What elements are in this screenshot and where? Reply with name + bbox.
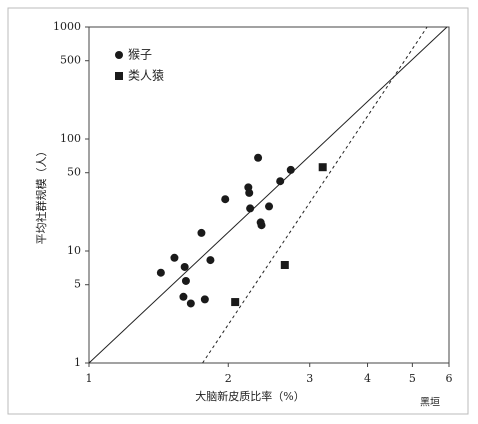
y-tick-label: 5 <box>74 278 81 291</box>
x-tick-label: 2 <box>225 372 232 385</box>
circle-point <box>265 202 274 211</box>
x-tick-label: 5 <box>409 372 416 385</box>
y-tick-label: 100 <box>60 132 81 145</box>
x-tick-label: 3 <box>306 372 313 385</box>
y-tick-label: 50 <box>67 166 81 179</box>
circle-point <box>115 51 123 59</box>
circle-point <box>276 177 285 186</box>
circle-point <box>180 262 189 271</box>
y-tick-label: 500 <box>60 54 81 67</box>
y-tick-label: 1000 <box>53 20 81 33</box>
square-point <box>280 260 289 269</box>
square-point <box>115 72 123 80</box>
watermark: 黑垣 <box>420 397 440 409</box>
frame <box>7 7 469 415</box>
circle-point <box>206 256 215 265</box>
plot-frame <box>88 26 450 364</box>
circle-point <box>257 221 266 230</box>
x-tick-label: 1 <box>86 372 93 385</box>
circle-point <box>221 195 230 204</box>
circle-point <box>286 165 295 174</box>
circle-point <box>254 153 263 162</box>
y-tick-label: 1 <box>74 356 81 369</box>
legend-label: 类人猿 <box>128 68 164 83</box>
circle-point <box>179 292 188 301</box>
y-tick-label: 10 <box>67 244 81 257</box>
circle-point <box>181 276 190 285</box>
square-point <box>318 163 327 172</box>
x-tick-label: 4 <box>364 372 371 385</box>
legend-label: 猴子 <box>128 48 152 62</box>
x-tick-label: 6 <box>446 372 453 385</box>
circle-point <box>186 299 195 308</box>
circle-point <box>197 228 206 237</box>
square-point <box>231 298 240 307</box>
circle-point <box>170 253 179 262</box>
circle-point <box>246 204 255 213</box>
x-axis-label: 大脑新皮质比率（%） <box>195 389 304 403</box>
y-axis-label: 平均社群规模（人） <box>34 146 48 245</box>
fit-line <box>202 26 428 364</box>
circle-point <box>156 268 165 277</box>
circle-point <box>200 295 209 304</box>
circle-point <box>245 188 254 197</box>
fit-line <box>88 26 448 364</box>
